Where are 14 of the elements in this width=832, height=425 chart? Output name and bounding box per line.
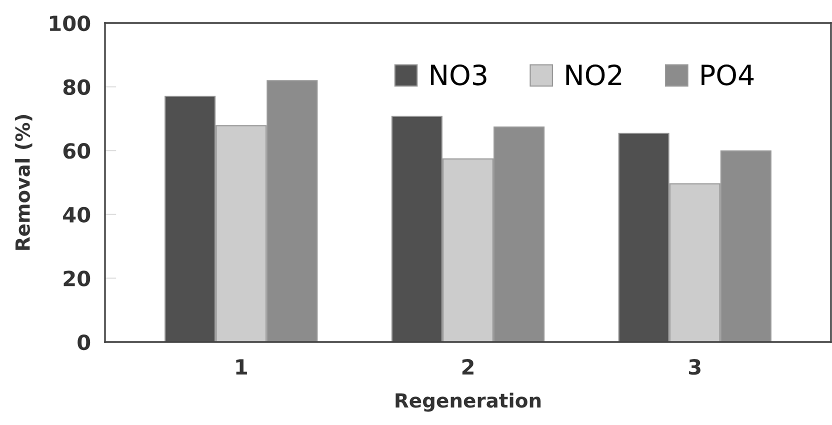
x-tick-label: 3 bbox=[689, 359, 700, 375]
y-tick-label: 0 bbox=[78, 334, 90, 350]
x-tick-label: 1 bbox=[236, 359, 247, 374]
legend-label: PO4 bbox=[702, 64, 754, 86]
x-tick-label: 2 bbox=[462, 359, 474, 374]
y-tick-label: 20 bbox=[64, 270, 90, 286]
y-tick-label: 100 bbox=[50, 15, 90, 32]
y-tick-label: 40 bbox=[63, 206, 90, 223]
legend-label: NO3 bbox=[430, 64, 486, 86]
y-tick-label: 80 bbox=[63, 79, 90, 96]
y-tick-label: 60 bbox=[63, 143, 90, 159]
x-axis-title: Regeneration bbox=[396, 392, 541, 412]
legend-label: NO2 bbox=[566, 64, 622, 86]
y-axis-title: Removal (%) bbox=[14, 115, 32, 250]
